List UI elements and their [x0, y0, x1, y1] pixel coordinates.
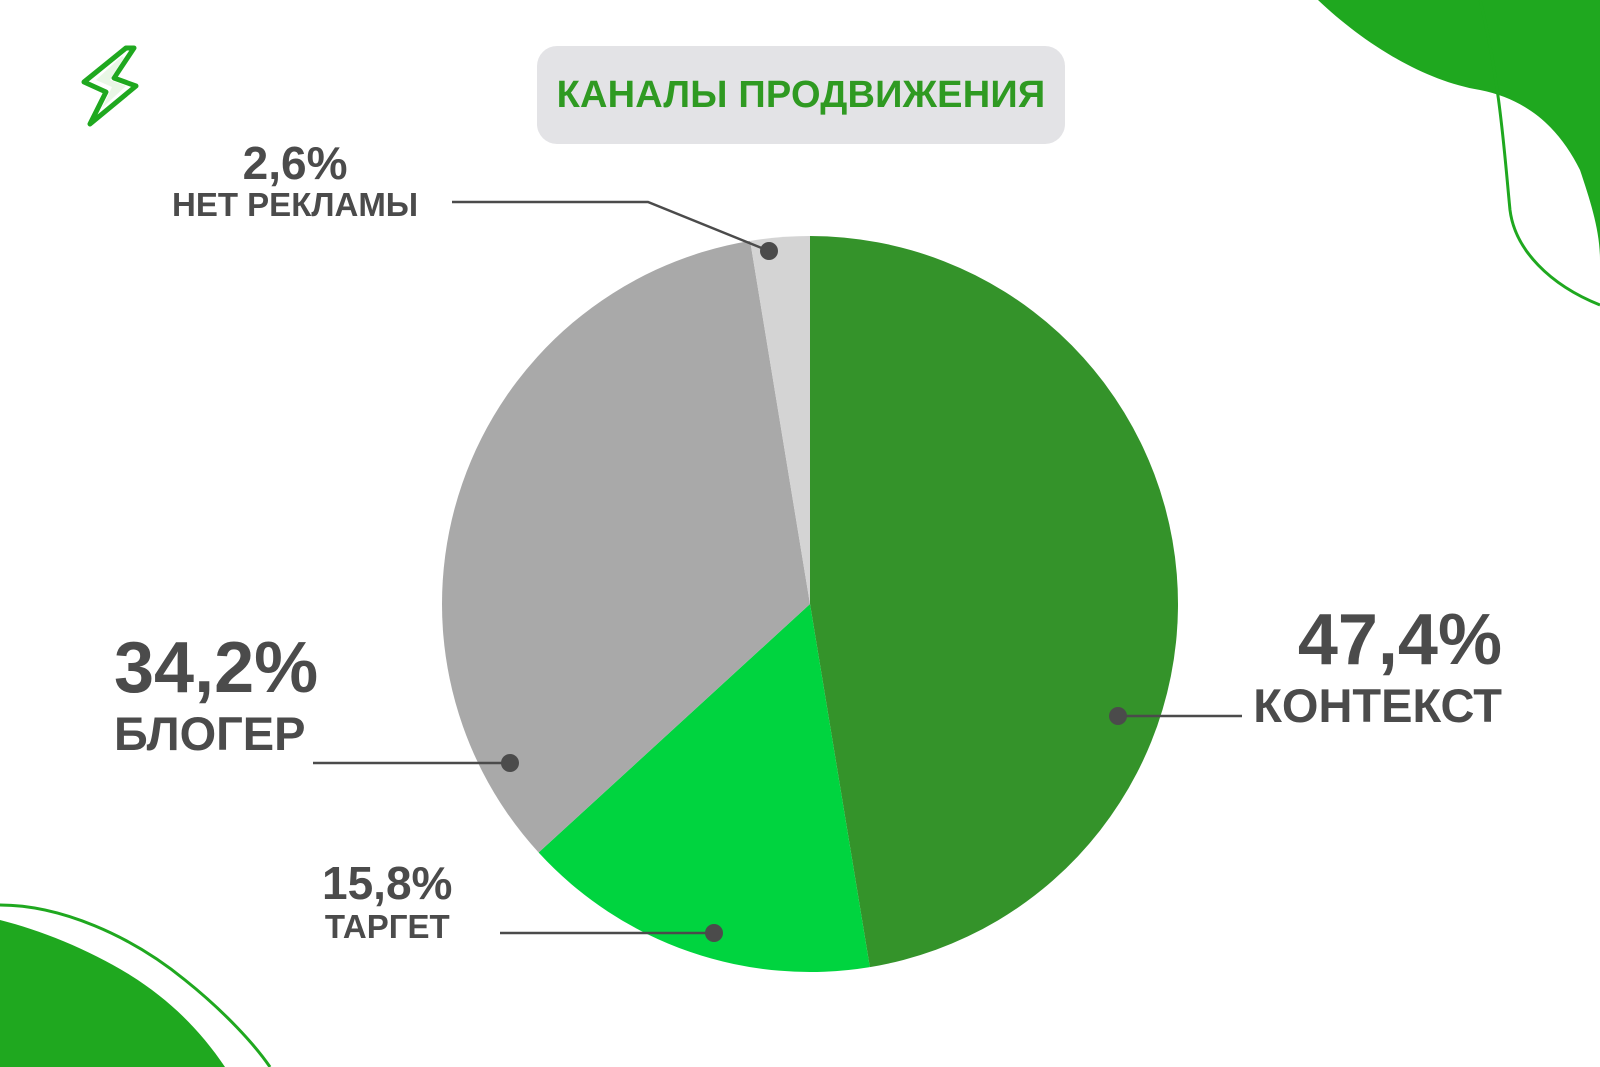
slice-value-label: 2,6%: [242, 137, 348, 189]
chart-title-pill: КАНАЛЫ ПРОДВИЖЕНИЯ: [537, 46, 1065, 144]
top-right-curve-line: [1478, 0, 1600, 307]
leader-line-net-reklamy: [452, 200, 770, 253]
pie-slice-bloger: [441, 240, 810, 853]
leader-dot-bloger: [501, 754, 519, 772]
slice-name-label: НЕТ РЕКЛАМЫ: [172, 186, 419, 223]
slice-label-bloger: 34,2% БЛОГЕР: [114, 632, 318, 757]
slice-name-label: БЛОГЕР: [114, 707, 306, 760]
slice-label-net-reklamy: 2,6% НЕТ РЕКЛАМЫ: [172, 140, 418, 221]
leader-dot-kontekst: [1109, 707, 1127, 725]
leader-dot-net-reklamy: [760, 242, 778, 260]
chart-title: КАНАЛЫ ПРОДВИЖЕНИЯ: [556, 73, 1046, 116]
leader-dot-target: [705, 924, 723, 942]
top-right-leaf-shape: [1318, 0, 1600, 260]
bottom-left-leaf-shape: [0, 920, 225, 1067]
pie-slice-kontekst: [810, 236, 1178, 968]
slice-label-target: 15,8% ТАРГЕТ: [322, 860, 452, 943]
slice-value-label: 34,2%: [114, 628, 319, 708]
bottom-left-curve-line: [0, 903, 272, 1067]
pie-slice-target: [538, 604, 870, 972]
pie-slice-net-reklamy: [750, 236, 810, 604]
slice-value-label: 15,8%: [322, 857, 453, 909]
lightning-bolt-icon: [81, 45, 139, 127]
slice-label-kontekst: 47,4% КОНТЕКСТ: [1253, 604, 1502, 729]
slice-name-label: ТАРГЕТ: [324, 908, 450, 945]
slice-value-label: 47,4%: [1297, 600, 1502, 680]
slice-name-label: КОНТЕКСТ: [1253, 679, 1502, 732]
